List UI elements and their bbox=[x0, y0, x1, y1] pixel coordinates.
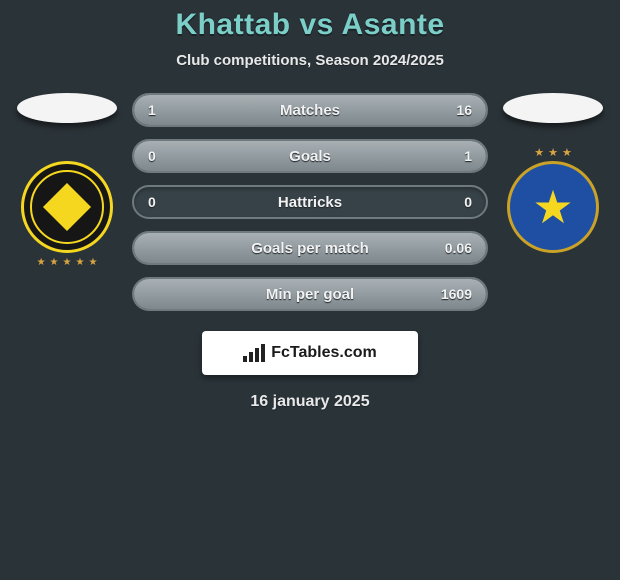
star-icon: ★ bbox=[532, 184, 573, 230]
bars-icon bbox=[243, 344, 265, 362]
date-line: 16 january 2025 bbox=[0, 393, 620, 411]
stats-column: 1 Matches 16 0 Goals 1 0 Hattricks 0 Goals per ma… bbox=[132, 93, 488, 311]
star-icon: ★ bbox=[75, 257, 84, 268]
star-icon: ★ bbox=[88, 257, 97, 268]
stat-label: Goals bbox=[289, 148, 331, 165]
left-club-badge bbox=[21, 161, 113, 253]
stat-value-right: 1 bbox=[464, 148, 472, 164]
left-flag-oval bbox=[17, 93, 117, 123]
stat-label: Goals per match bbox=[251, 240, 369, 257]
brand-box: FcTables.com bbox=[202, 331, 418, 375]
stat-value-right: 0 bbox=[464, 194, 472, 210]
left-stars-row: ★ ★ ★ ★ ★ bbox=[37, 257, 98, 268]
star-icon: ★ bbox=[63, 257, 72, 268]
right-flag-oval bbox=[503, 93, 603, 123]
stat-pill: 0 Goals 1 bbox=[132, 139, 488, 173]
stat-pill: 0 Hattricks 0 bbox=[132, 185, 488, 219]
right-stars-row: ★ ★ ★ bbox=[534, 146, 572, 159]
right-club-badge: ★ ★ ★ ★ bbox=[507, 161, 599, 253]
stat-value-left: 1 bbox=[148, 102, 156, 118]
stat-value-right: 0.06 bbox=[445, 240, 472, 256]
comparison-card: Khattab vs Asante Club competitions, Sea… bbox=[0, 0, 620, 411]
stat-value-left: 0 bbox=[148, 148, 156, 164]
stat-value-right: 1609 bbox=[441, 286, 472, 302]
stat-label: Matches bbox=[280, 102, 340, 119]
stat-label: Min per goal bbox=[266, 286, 354, 303]
subtitle: Club competitions, Season 2024/2025 bbox=[0, 52, 620, 69]
left-player-col: ★ ★ ★ ★ ★ bbox=[14, 93, 120, 268]
brand-text: FcTables.com bbox=[271, 344, 377, 362]
star-icon: ★ bbox=[562, 146, 572, 159]
star-icon: ★ bbox=[534, 146, 544, 159]
stat-label: Hattricks bbox=[278, 194, 342, 211]
stat-value-left: 0 bbox=[148, 194, 156, 210]
stat-pill: Goals per match 0.06 bbox=[132, 231, 488, 265]
star-icon: ★ bbox=[548, 146, 558, 159]
right-player-col: ★ ★ ★ ★ bbox=[500, 93, 606, 253]
star-icon: ★ bbox=[50, 257, 59, 268]
star-icon: ★ bbox=[37, 257, 46, 268]
stat-pill: 1 Matches 16 bbox=[132, 93, 488, 127]
stat-value-right: 16 bbox=[456, 102, 472, 118]
page-title: Khattab vs Asante bbox=[0, 8, 620, 42]
stat-pill: Min per goal 1609 bbox=[132, 277, 488, 311]
main-row: ★ ★ ★ ★ ★ 1 Matches 16 0 Goals 1 0 Hattricks 0 Go… bbox=[0, 93, 620, 311]
